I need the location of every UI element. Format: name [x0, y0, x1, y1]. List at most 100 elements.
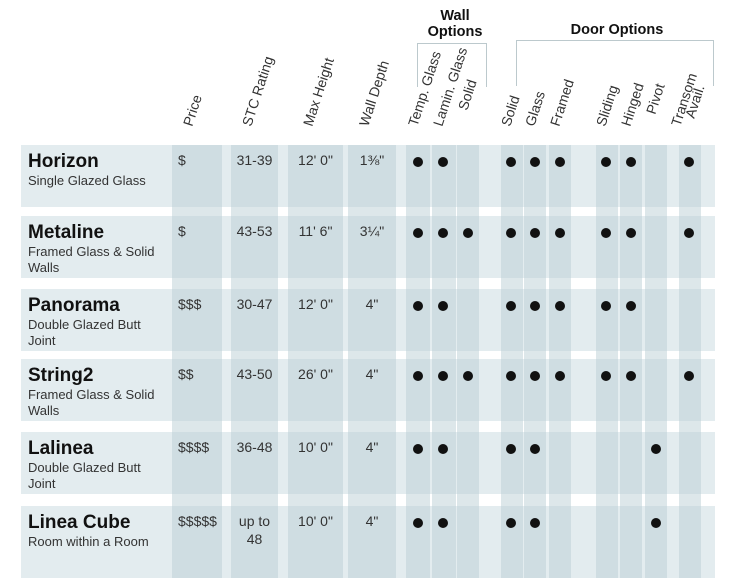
availability-dot-door-framed — [555, 301, 565, 311]
availability-dot-door-glass — [530, 444, 540, 454]
column-shade — [457, 216, 479, 278]
availability-dot-pivot — [651, 444, 661, 454]
availability-dot-door-framed — [555, 228, 565, 238]
availability-dot-sliding — [601, 228, 611, 238]
availability-dot-door-glass — [530, 157, 540, 167]
stc-value: 31-39 — [236, 152, 273, 168]
column-shade — [172, 216, 222, 278]
price-value: $ — [178, 223, 186, 239]
height-value: 12' 0" — [298, 152, 333, 168]
column-shade — [288, 145, 343, 207]
availability-dot-door-glass — [530, 301, 540, 311]
column-shade — [645, 216, 667, 278]
depth-value: 4" — [365, 296, 379, 312]
column-shade — [524, 432, 546, 494]
availability-dot-temp-glass — [413, 228, 423, 238]
product-cell: String2 Framed Glass & Solid Walls — [28, 365, 168, 419]
stc-value: 43-53 — [236, 223, 273, 239]
column-shade — [231, 216, 278, 278]
column-shade — [620, 506, 642, 578]
column-shade — [524, 289, 546, 351]
product-cell: Linea Cube Room within a Room — [28, 512, 168, 550]
availability-dot-temp-glass — [413, 518, 423, 528]
column-shade — [348, 432, 396, 494]
column-shade — [288, 506, 343, 578]
column-shade — [596, 432, 618, 494]
column-shade — [596, 145, 618, 207]
column-shade — [432, 145, 456, 207]
availability-dot-sliding — [601, 371, 611, 381]
column-shade — [432, 432, 456, 494]
column-shade — [457, 506, 479, 578]
door-options-title: Door Options — [570, 22, 664, 38]
availability-dot-door-solid — [506, 444, 516, 454]
column-shade — [620, 145, 642, 207]
column-header-label: Sliding — [592, 83, 621, 128]
product-description: Single Glazed Glass — [28, 173, 146, 188]
availability-dot-transom — [684, 371, 694, 381]
availability-dot-hinged — [626, 157, 636, 167]
column-shade — [679, 359, 701, 421]
column-shade — [645, 359, 667, 421]
availability-dot-transom — [684, 157, 694, 167]
product-name: Lalinea — [28, 438, 94, 459]
product-name: Metaline — [28, 222, 105, 243]
column-shade — [406, 289, 430, 351]
column-shade — [524, 359, 546, 421]
stc-value: 36-48 — [236, 439, 273, 455]
depth-value: 3¼" — [359, 223, 385, 239]
column-shade — [596, 359, 618, 421]
availability-dot-transom — [684, 228, 694, 238]
column-shade — [457, 359, 479, 421]
product-description: Framed Glass & Solid Walls — [28, 387, 155, 418]
availability-dot-hinged — [626, 301, 636, 311]
column-shade — [620, 289, 642, 351]
column-header-label: Solid — [497, 93, 523, 128]
price-value: $ — [178, 152, 186, 168]
column-shade — [524, 506, 546, 578]
wall-options-title: Wall Options — [427, 8, 483, 40]
availability-dot-wall-solid — [463, 228, 473, 238]
availability-dot-lamin-glass — [438, 518, 448, 528]
product-description: Framed Glass & Solid Walls — [28, 244, 155, 275]
column-shade — [524, 145, 546, 207]
availability-dot-door-framed — [555, 371, 565, 381]
availability-dot-door-solid — [506, 228, 516, 238]
height-value: 11' 6" — [298, 223, 333, 239]
product-name: Linea Cube — [28, 512, 131, 533]
availability-dot-temp-glass — [413, 444, 423, 454]
column-shade — [457, 145, 479, 207]
column-shade — [432, 289, 456, 351]
column-header-label: Pivot — [642, 81, 668, 116]
product-description: Double Glazed Butt Joint — [28, 317, 141, 348]
column-shade — [645, 432, 667, 494]
column-shade — [679, 145, 701, 207]
column-shade — [348, 145, 396, 207]
column-shade — [549, 432, 571, 494]
column-shade — [231, 506, 278, 578]
column-shade — [348, 216, 396, 278]
product-description: Double Glazed Butt Joint — [28, 460, 141, 491]
column-shade — [549, 216, 571, 278]
availability-dot-sliding — [601, 157, 611, 167]
column-shade — [524, 216, 546, 278]
column-shade — [406, 216, 430, 278]
column-shade — [596, 506, 618, 578]
column-shade — [348, 289, 396, 351]
height-value: 26' 0" — [298, 366, 333, 382]
column-shade — [620, 216, 642, 278]
column-shade — [501, 359, 523, 421]
column-shade — [172, 432, 222, 494]
column-shade — [231, 432, 278, 494]
column-header-label: Price — [179, 92, 205, 128]
depth-value: 1⅜" — [359, 152, 385, 168]
availability-dot-door-solid — [506, 157, 516, 167]
column-shade — [231, 359, 278, 421]
availability-dot-hinged — [626, 371, 636, 381]
price-value: $$$$$ — [178, 513, 217, 529]
column-shade — [457, 289, 479, 351]
column-shade — [549, 506, 571, 578]
depth-value: 4" — [365, 366, 379, 382]
column-shade — [679, 289, 701, 351]
availability-dot-lamin-glass — [438, 444, 448, 454]
